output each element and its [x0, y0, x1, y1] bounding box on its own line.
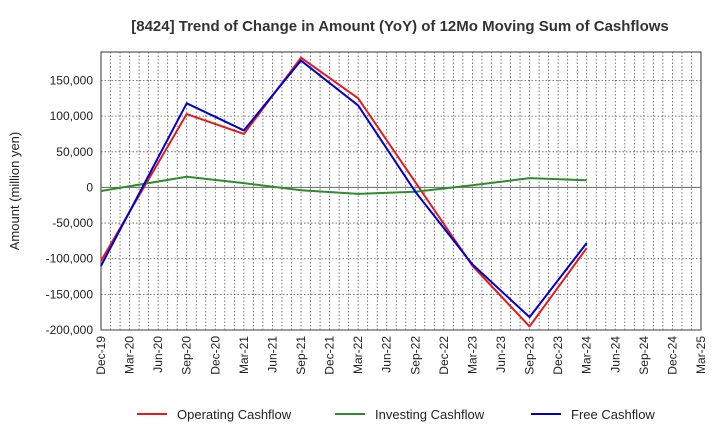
- x-tick-label: Dec-24: [665, 336, 679, 375]
- x-tick-label: Sep-20: [180, 336, 194, 375]
- y-tick-label: -100,000: [46, 252, 94, 266]
- legend: Operating Cashflow Investing Cashflow Free…: [137, 407, 655, 422]
- x-tick-label: Jun-21: [265, 336, 279, 373]
- y-axis: -200,000 -150,000 -100,000 -50,000 0 50,000 10…: [46, 74, 94, 337]
- series-line-operating-cashflow: [100, 56, 588, 328]
- y-tick-label: -50,000: [52, 216, 93, 230]
- y-tick-label: 50,000: [56, 145, 93, 159]
- x-tick-label: Sep-24: [637, 336, 651, 375]
- y-tick-label: 150,000: [50, 74, 94, 88]
- plot-area: [100, 51, 702, 331]
- x-tick-label: Sep-21: [294, 336, 308, 375]
- grid: [101, 52, 701, 331]
- legend-label: Investing Cashflow: [375, 407, 485, 422]
- x-tick-label: Sep-23: [523, 336, 537, 375]
- x-tick-label: Dec-21: [323, 336, 337, 375]
- x-axis: Dec-19 Mar-20 Jun-20 Sep-20 Dec-20 Mar-21 Jun-…: [94, 336, 708, 375]
- x-tick-label: Dec-22: [437, 336, 451, 375]
- x-tick-label: Jun-23: [494, 336, 508, 373]
- x-tick-label: Dec-19: [94, 336, 108, 375]
- x-tick-label: Mar-23: [465, 336, 479, 374]
- y-tick-label: -150,000: [46, 287, 94, 301]
- series-layer: [100, 56, 588, 328]
- x-tick-label: Dec-23: [551, 336, 565, 375]
- legend-label: Free Cashflow: [571, 407, 655, 422]
- plot-frame: [100, 51, 702, 331]
- series-line-investing-cashflow: [100, 175, 587, 195]
- x-tick-label: Mar-25: [694, 336, 708, 374]
- x-tick-label: Jun-22: [380, 336, 394, 373]
- x-tick-label: Mar-20: [123, 336, 137, 374]
- x-tick-label: Dec-20: [208, 336, 222, 375]
- legend-label: Operating Cashflow: [177, 407, 292, 422]
- x-tick-label: Mar-22: [351, 336, 365, 374]
- y-axis-label: Amount (million yen): [7, 132, 22, 251]
- y-tick-label: 100,000: [50, 109, 94, 123]
- x-tick-label: Mar-24: [580, 336, 594, 374]
- y-tick-label: 0: [86, 180, 93, 194]
- x-tick-label: Jun-24: [608, 336, 622, 373]
- x-tick-label: Sep-22: [408, 336, 422, 375]
- y-tick-label: -200,000: [46, 323, 94, 337]
- series-line-free-cashflow: [100, 59, 588, 319]
- chart-title: [8424] Trend of Change in Amount (YoY) o…: [131, 18, 669, 35]
- x-tick-label: Jun-20: [151, 336, 165, 373]
- x-tick-label: Mar-21: [237, 336, 251, 374]
